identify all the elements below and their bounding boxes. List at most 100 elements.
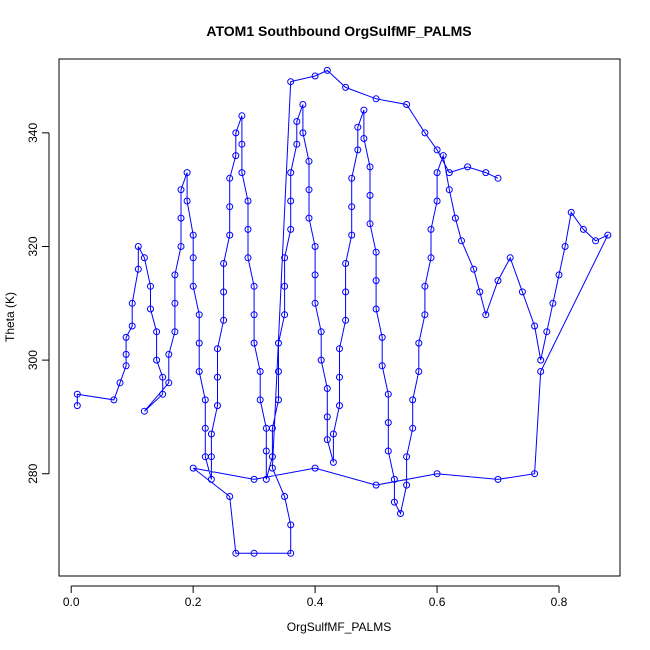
x-tick-label: 0.2 [185,595,202,609]
data-point [476,288,484,296]
data-point [232,549,240,557]
data-point [238,112,246,120]
data-point [305,186,313,194]
data-point [311,72,319,80]
data-point [159,390,167,398]
data-point [207,475,215,483]
chart-title: ATOM1 Southbound OrgSulfMF_PALMS [206,23,471,39]
data-point [189,231,197,239]
data-point [238,169,246,177]
data-point [256,396,264,404]
x-axis: 0.0 0.2 0.4 0.6 0.8 [63,585,568,609]
data-point [433,197,441,205]
data-point [604,231,612,239]
data-point [189,254,197,262]
data-point [336,373,343,381]
data-point [372,481,380,489]
data-point [232,129,240,137]
data-point [226,174,234,182]
x-tick-label: 0.0 [63,595,80,609]
data-point [384,390,392,398]
data-point [372,305,380,313]
data-point [409,424,417,432]
data-point [311,243,319,250]
data-point [287,169,295,177]
data-point [360,106,368,114]
data-point [555,271,563,279]
data-point [470,265,478,273]
data-point [342,288,350,296]
data-point [323,385,331,392]
data-point [323,66,331,74]
data-point [348,231,356,239]
data-point [451,214,459,222]
data-point [561,243,569,250]
data-point [268,453,276,461]
data-point [372,95,380,103]
data-point [116,379,124,387]
data-point [287,549,295,557]
data-point [299,101,307,108]
data-point [147,305,154,313]
data-point [183,169,191,177]
data-point [354,146,362,154]
data-point [323,413,331,421]
data-point [250,339,258,347]
data-point [384,419,392,427]
data-point [348,203,356,211]
data-point [409,396,417,404]
data-point [311,299,319,307]
data-point [403,453,411,461]
series-line [76,69,609,554]
data-point [482,311,490,319]
data-point [250,475,258,483]
data-point [171,299,179,307]
data-point [415,368,423,375]
data-point [268,464,276,472]
data-point [317,356,325,364]
data-point [140,254,148,262]
data-point [250,549,258,557]
data-point [226,493,234,500]
data-point [165,350,173,358]
data-point [128,299,136,307]
data-point [549,299,557,307]
data-point [506,254,514,262]
data-point [390,475,398,483]
data-point [220,288,228,296]
y-tick-label: 340 [26,123,40,143]
data-point [403,481,411,489]
x-tick-label: 0.4 [307,595,324,609]
data-point [531,470,539,478]
data-point [494,475,502,483]
data-point [421,129,429,137]
data-point [323,436,331,444]
data-point [293,118,301,125]
y-tick-label: 300 [26,350,40,370]
data-point [494,174,502,182]
data-point [134,265,142,273]
data-point [348,174,356,182]
data-point [366,163,374,171]
data-point [262,447,270,455]
data-point [153,356,161,364]
data-point [207,430,215,438]
data-point [537,356,545,364]
data-point [281,282,289,290]
data-point [153,328,161,336]
data-point [177,214,185,222]
data-point [305,214,313,222]
data-point [360,135,368,142]
data-point [122,333,130,341]
x-axis-label: OrgSulfMF_PALMS [287,620,391,634]
data-point [244,225,252,233]
y-tick-label: 280 [26,463,40,483]
data-point [579,225,587,233]
x-tick-label: 0.6 [429,595,446,609]
data-point [336,345,343,353]
data-point [372,248,380,256]
data-point [159,373,167,381]
data-point [415,339,423,347]
data-point [397,510,404,517]
